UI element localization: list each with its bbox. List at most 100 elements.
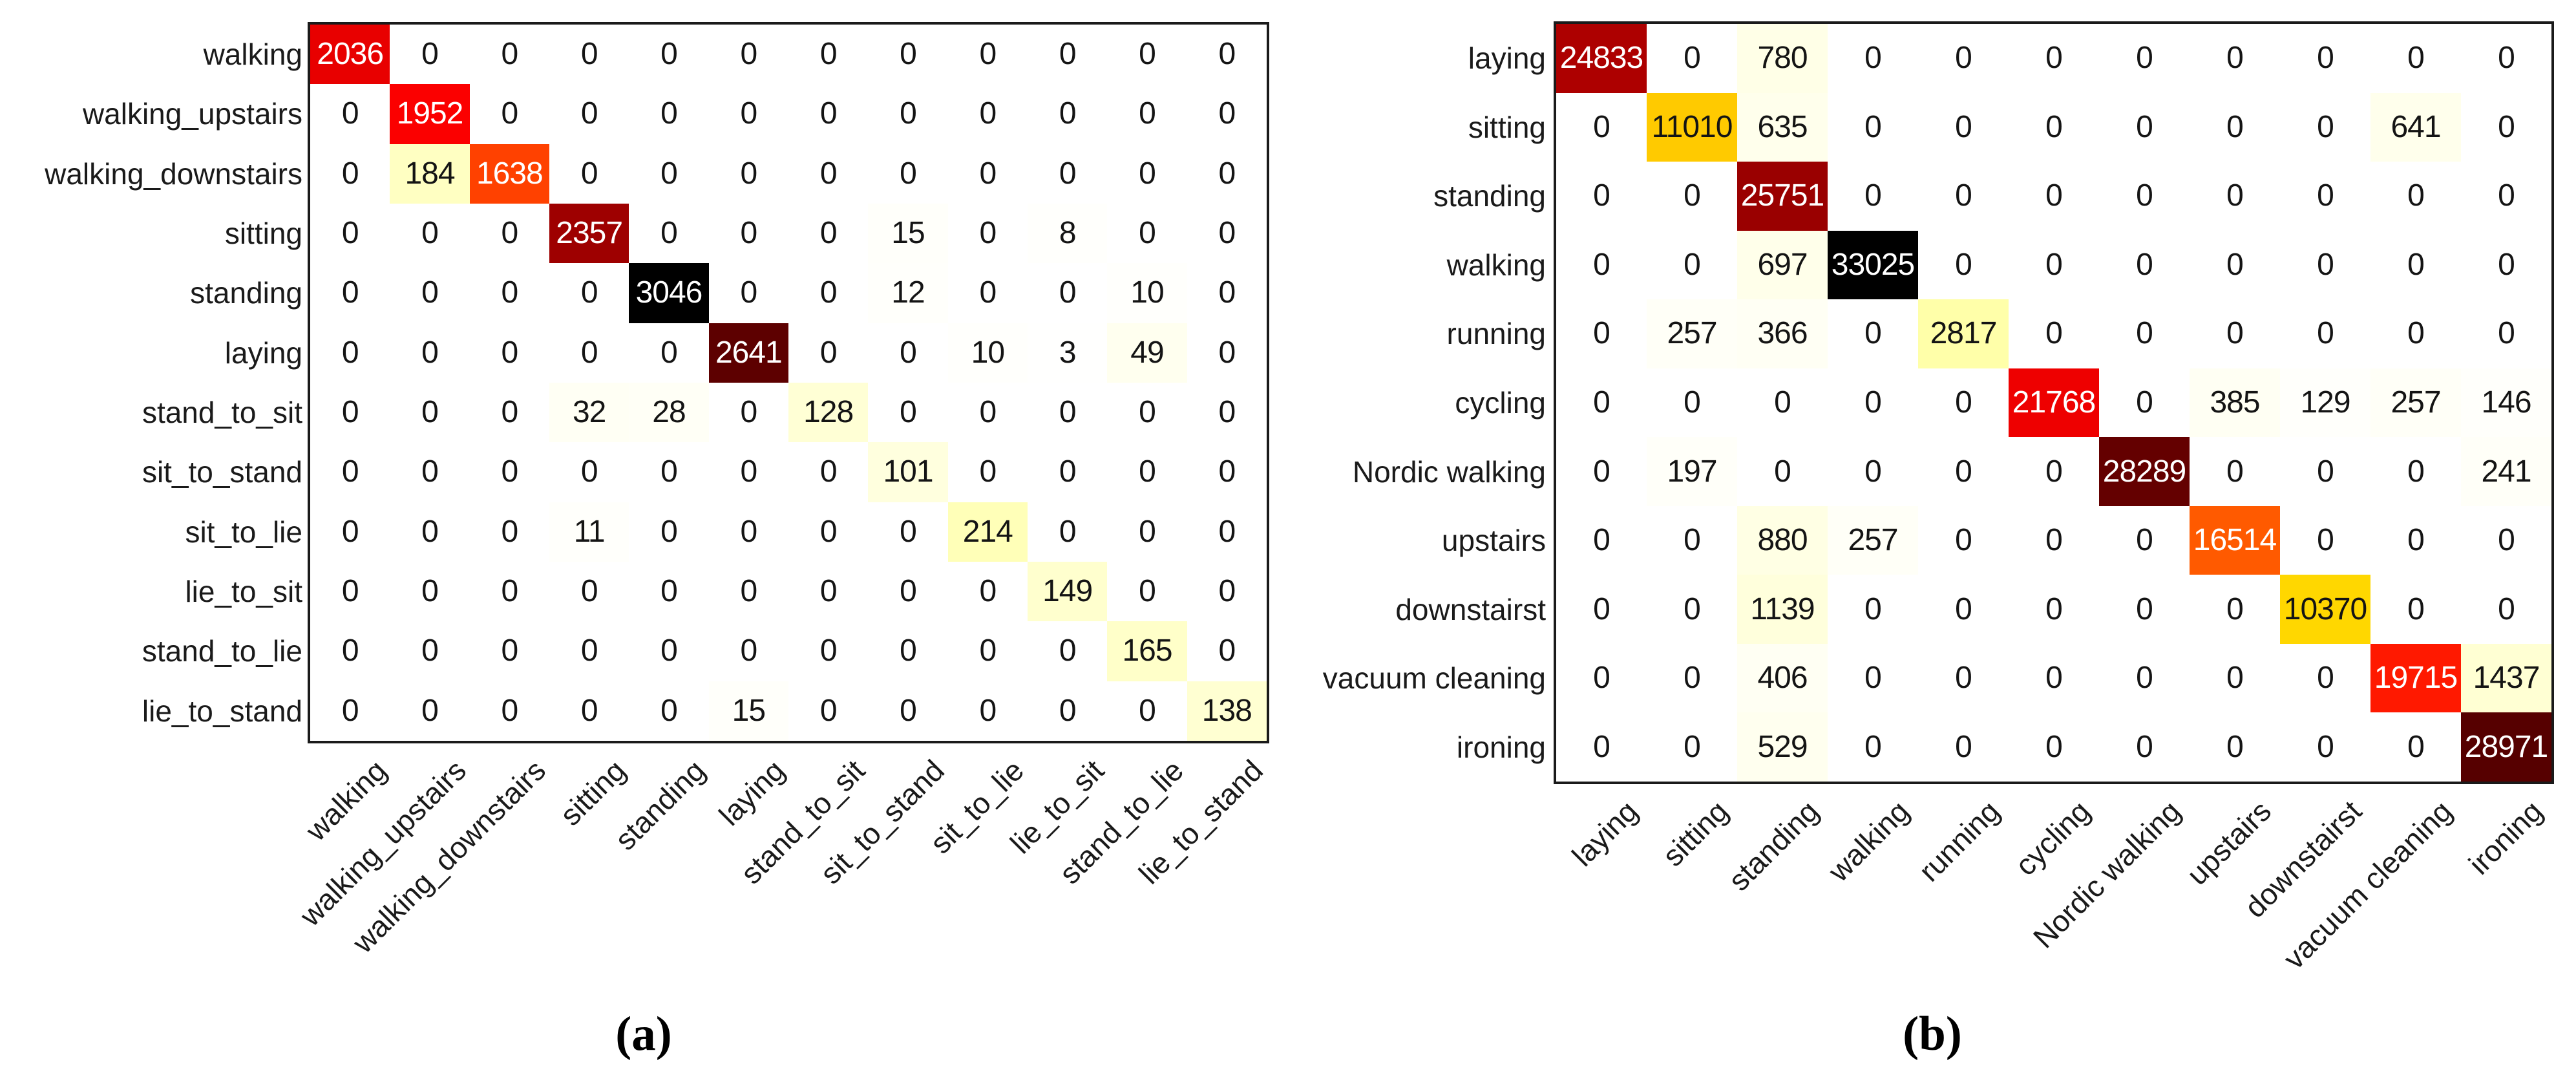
matrix-a-cell-r11-c6: 0 (788, 681, 869, 741)
row-label-sitting: sitting (224, 217, 302, 251)
matrix-b-cell-r3-c2: 697 (1737, 230, 1828, 300)
matrix-b-cell-r4-c2: 366 (1737, 299, 1828, 368)
matrix-b-cell-r2-c5: 0 (2009, 162, 2099, 231)
panel-a-heatmap: 2036 0 0 0 0 0 0 0 0 0 0 0 0 1952 0 0 0 0 0 0 0 0 0 0 0 184 1638 0 0… (308, 22, 1269, 743)
matrix-b-cell-r2-c9: 0 (2370, 162, 2461, 231)
row-label-lie_to_sit: lie_to_sit (185, 575, 302, 609)
matrix-a-cell-r0-c5: 0 (708, 25, 788, 85)
matrix-a-cell-r8-c8: 214 (947, 502, 1028, 562)
matrix-a-cell-r4-c9: 0 (1028, 263, 1108, 323)
matrix-b-cell-r6-c8: 0 (2280, 437, 2370, 506)
matrix-a-cell-r0-c1: 0 (390, 25, 470, 85)
matrix-a-cell-r9-c10: 0 (1107, 562, 1187, 622)
matrix-a-cell-r10-c2: 0 (469, 621, 549, 681)
matrix-b-cell-r4-c4: 2817 (1918, 299, 2009, 368)
matrix-b-cell-r7-c3: 257 (1828, 506, 1918, 575)
matrix-a-cell-r1-c4: 0 (629, 84, 709, 144)
matrix-a-cell-r8-c5: 0 (708, 502, 788, 562)
matrix-a-cell-r0-c2: 0 (469, 25, 549, 85)
matrix-b-cell-r7-c9: 0 (2370, 506, 2461, 575)
matrix-b-cell-r9-c4: 0 (1918, 643, 2009, 713)
matrix-b-cell-r8-c0: 0 (1556, 575, 1647, 644)
matrix-a-cell-r8-c7: 0 (868, 502, 948, 562)
matrix-a-cell-r1-c6: 0 (788, 84, 869, 144)
matrix-a-cell-r2-c8: 0 (947, 144, 1028, 204)
matrix-b-cell-r0-c3: 0 (1828, 24, 1918, 93)
matrix-a-cell-r2-c2: 1638 (469, 144, 549, 204)
matrix-a-cell-r5-c1: 0 (390, 323, 470, 383)
matrix-a-cell-r5-c8: 10 (947, 323, 1028, 383)
matrix-a-cell-r4-c5: 0 (708, 263, 788, 323)
panel-b-heatmap: 24833 0 780 0 0 0 0 0 0 0 0 0 11010 635 0 0 0 0 0 0 641 0 0 0 25… (1554, 21, 2554, 784)
matrix-a-cell-r6-c9: 0 (1028, 383, 1108, 443)
matrix-a-cell-r10-c7: 0 (868, 621, 948, 681)
matrix-b-cell-r1-c4: 0 (1918, 92, 2009, 162)
matrix-a-cell-r7-c1: 0 (390, 442, 470, 502)
matrix-a-cell-r3-c0: 0 (310, 204, 390, 264)
matrix-a-cell-r2-c11: 0 (1187, 144, 1267, 204)
matrix-a-cell-r9-c8: 0 (947, 562, 1028, 622)
matrix-b-cell-r8-c4: 0 (1918, 575, 2009, 644)
matrix-a-cell-r4-c0: 0 (310, 263, 390, 323)
matrix-a-cell-r9-c2: 0 (469, 562, 549, 622)
matrix-a-cell-r1-c5: 0 (708, 84, 788, 144)
matrix-a-cell-r9-c3: 0 (549, 562, 629, 622)
matrix-b-cell-r8-c8: 10370 (2280, 575, 2370, 644)
matrix-a-cell-r7-c8: 0 (947, 442, 1028, 502)
matrix-a-cell-r3-c11: 0 (1187, 204, 1267, 264)
matrix-a-cell-r5-c10: 49 (1107, 323, 1187, 383)
matrix-a-cell-r9-c7: 0 (868, 562, 948, 622)
matrix-a-cell-r1-c8: 0 (947, 84, 1028, 144)
matrix-a-cell-r0-c11: 0 (1187, 25, 1267, 85)
matrix-a-cell-r5-c0: 0 (310, 323, 390, 383)
matrix-a-cell-r10-c8: 0 (947, 621, 1028, 681)
matrix-b-cell-r8-c10: 0 (2461, 575, 2551, 644)
matrix-b-cell-r3-c5: 0 (2009, 230, 2099, 300)
matrix-b-cell-r0-c5: 0 (2009, 24, 2099, 93)
matrix-b-cell-r8-c1: 0 (1647, 575, 1737, 644)
matrix-a-cell-r2-c1: 184 (390, 144, 470, 204)
matrix-b-cell-r0-c7: 0 (2190, 24, 2280, 93)
matrix-a-cell-r8-c6: 0 (788, 502, 869, 562)
row-label-cycling: cycling (1455, 385, 1546, 420)
matrix-a-cell-r10-c5: 0 (708, 621, 788, 681)
matrix-a-cell-r5-c7: 0 (868, 323, 948, 383)
matrix-b-cell-r9-c10: 1437 (2461, 643, 2551, 713)
matrix-a-cell-r7-c11: 0 (1187, 442, 1267, 502)
matrix-a-cell-r8-c1: 0 (390, 502, 470, 562)
row-label-sit_to_stand: sit_to_stand (142, 455, 302, 489)
matrix-a-cell-r0-c7: 0 (868, 25, 948, 85)
matrix-a-cell-r1-c10: 0 (1107, 84, 1187, 144)
matrix-b-cell-r0-c1: 0 (1647, 24, 1737, 93)
matrix-b-cell-r4-c0: 0 (1556, 299, 1647, 368)
matrix-b-cell-r7-c10: 0 (2461, 506, 2551, 575)
caption-a: (a) (615, 1007, 672, 1061)
matrix-b-cell-r8-c5: 0 (2009, 575, 2099, 644)
matrix-b-cell-r0-c0: 24833 (1556, 24, 1647, 93)
matrix-a-cell-r2-c4: 0 (629, 144, 709, 204)
matrix-b-cell-r1-c5: 0 (2009, 92, 2099, 162)
matrix-a-cell-r3-c7: 15 (868, 204, 948, 264)
matrix-b-cell-r9-c3: 0 (1828, 643, 1918, 713)
matrix-b-cell-r4-c10: 0 (2461, 299, 2551, 368)
row-label-sitting: sitting (1468, 110, 1546, 144)
matrix-b-cell-r3-c7: 0 (2190, 230, 2280, 300)
matrix-a-cell-r6-c6: 128 (788, 383, 869, 443)
matrix-a-cell-r2-c0: 0 (310, 144, 390, 204)
matrix-a-cell-r5-c2: 0 (469, 323, 549, 383)
matrix-b-cell-r8-c2: 1139 (1737, 575, 1828, 644)
row-label-laying: laying (224, 335, 302, 370)
matrix-a-cell-r4-c4: 3046 (629, 263, 709, 323)
matrix-a-cell-r6-c4: 28 (629, 383, 709, 443)
matrix-a-cell-r9-c6: 0 (788, 562, 869, 622)
matrix-a-cell-r6-c8: 0 (947, 383, 1028, 443)
matrix-a-cell-r10-c9: 0 (1028, 621, 1108, 681)
matrix-a-cell-r5-c3: 0 (549, 323, 629, 383)
matrix-a-cell-r3-c8: 0 (947, 204, 1028, 264)
row-label-vacuum-cleaning: vacuum cleaning (1322, 661, 1546, 696)
matrix-b-cell-r10-c8: 0 (2280, 712, 2370, 782)
matrix-a-cell-r7-c2: 0 (469, 442, 549, 502)
matrix-b-cell-r7-c2: 880 (1737, 506, 1828, 575)
matrix-b-cell-r2-c3: 0 (1828, 162, 1918, 231)
